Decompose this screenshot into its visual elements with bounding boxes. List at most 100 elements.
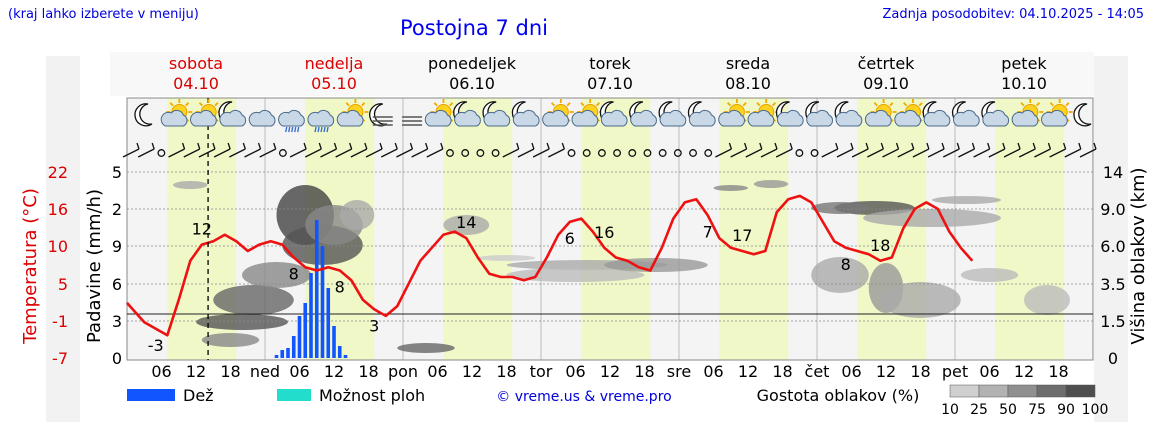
sun-ray xyxy=(345,102,350,107)
day-date: 08.10 xyxy=(725,74,771,93)
x-tick-label: 12 xyxy=(1014,362,1034,381)
wind-flag xyxy=(242,142,246,150)
cloud-density-legend-label: Gostota oblakov (%) xyxy=(757,386,920,405)
temperature-labels: -3 12 8 8 3 14 6 16 7 17 8 18 9 17 8 xyxy=(148,0,1093,355)
wind-shaft xyxy=(365,148,383,158)
x-tick-label: 06 xyxy=(151,362,171,381)
wind-flag xyxy=(759,142,763,150)
wind-shaft xyxy=(411,148,428,158)
cloud-density-swatch xyxy=(978,384,1009,398)
wind-shaft xyxy=(1049,148,1066,158)
wind-flag xyxy=(926,142,930,150)
cloud-shape xyxy=(1011,109,1039,127)
wind-calm xyxy=(476,149,485,157)
cloud-shape xyxy=(688,109,716,127)
day-date: 09.10 xyxy=(863,74,909,93)
wind-calm xyxy=(446,149,454,157)
day-name: ponedeljek xyxy=(428,54,517,73)
moon-shape xyxy=(1073,103,1092,127)
wind-flag xyxy=(257,142,262,150)
wind-barb xyxy=(320,142,338,158)
x-tick-label: 06 xyxy=(427,362,447,381)
cloud-shape xyxy=(923,109,951,127)
wind-flag xyxy=(394,142,398,150)
x-tick-label: tor xyxy=(530,362,553,381)
sun-cloud-icon xyxy=(336,99,369,127)
wind-barb xyxy=(775,142,793,158)
wind-barb xyxy=(350,142,368,158)
wind-calm xyxy=(795,149,804,157)
cloud-shape xyxy=(835,109,863,127)
x-tick-label: 12 xyxy=(462,362,482,381)
moon-cloud-icon xyxy=(687,101,716,127)
sun-ray xyxy=(1020,102,1025,107)
wind-barb xyxy=(912,142,930,158)
cloud-shape xyxy=(659,109,687,127)
x-tick-label: 12 xyxy=(186,362,206,381)
cloud-density-level: 10 xyxy=(941,402,959,418)
wind-barb xyxy=(867,142,884,158)
precip-bar xyxy=(297,316,302,358)
rain-drop xyxy=(323,126,326,133)
wind-shaft xyxy=(897,148,915,158)
temp-label: 18 xyxy=(870,236,890,255)
temp-label: 8 xyxy=(1082,0,1092,4)
cloud-shape xyxy=(571,109,599,127)
cloud-blob xyxy=(196,314,288,330)
day-name: sobota xyxy=(169,54,223,73)
cloud-height-tick: 3.5 xyxy=(1100,275,1125,294)
wind-barb xyxy=(958,142,976,158)
wind-flag xyxy=(911,142,915,150)
wind-calm xyxy=(597,149,606,157)
wind-shaft xyxy=(259,148,277,158)
wind-flag xyxy=(956,142,960,150)
cloud-density-level: 100 xyxy=(1082,402,1109,418)
wind-barb xyxy=(380,142,398,158)
day-name: torek xyxy=(589,54,631,73)
wind-flag xyxy=(561,142,565,150)
wind-shaft xyxy=(502,148,520,158)
cloud-shape xyxy=(278,109,305,127)
temp-tick: 10 xyxy=(48,237,68,256)
rain-legend-swatch xyxy=(127,389,175,401)
moon-cloud-icon xyxy=(981,101,1009,127)
day-name: četrtek xyxy=(858,54,916,73)
x-tick-label: 06 xyxy=(703,362,723,381)
wind-shaft xyxy=(760,148,778,158)
cloud-density-swatch xyxy=(1065,384,1096,398)
wind-calm xyxy=(673,149,682,157)
precip-bar xyxy=(320,246,325,358)
wind-flag xyxy=(987,142,991,150)
sun-ray xyxy=(756,102,761,107)
wind-calm xyxy=(567,149,576,157)
sun-ray xyxy=(873,102,878,107)
sun-ray xyxy=(185,102,190,107)
rain-drop xyxy=(291,126,294,133)
cloud-blob xyxy=(811,202,869,214)
sun-ray xyxy=(550,102,556,107)
cloud-density-level: 25 xyxy=(970,402,988,418)
day-date: 07.10 xyxy=(587,74,633,93)
wind-flag xyxy=(440,142,444,150)
wind-flag xyxy=(880,142,884,150)
moon-cloud-icon xyxy=(951,101,980,127)
wind-flag xyxy=(531,142,535,150)
wind-barb xyxy=(259,142,277,158)
sun-ray xyxy=(1036,102,1041,107)
wind-shaft xyxy=(1079,148,1097,158)
cloud-shape xyxy=(776,109,804,127)
wind-shaft xyxy=(927,148,945,158)
cloud-shape xyxy=(806,109,833,127)
precip-bar xyxy=(274,355,279,358)
wind-shaft xyxy=(851,148,869,158)
cloud-density-swatch xyxy=(1007,384,1038,398)
wind-calm xyxy=(582,149,591,157)
wind-barb xyxy=(836,142,854,158)
weather-icons-row xyxy=(134,99,1092,133)
moon-cloud-icon xyxy=(658,101,687,127)
wind-barb xyxy=(426,142,444,158)
wind-barb xyxy=(517,142,535,158)
x-tick-label: 18 xyxy=(634,362,654,381)
wind-barb xyxy=(1034,142,1052,158)
precipitation-bars xyxy=(274,220,348,358)
